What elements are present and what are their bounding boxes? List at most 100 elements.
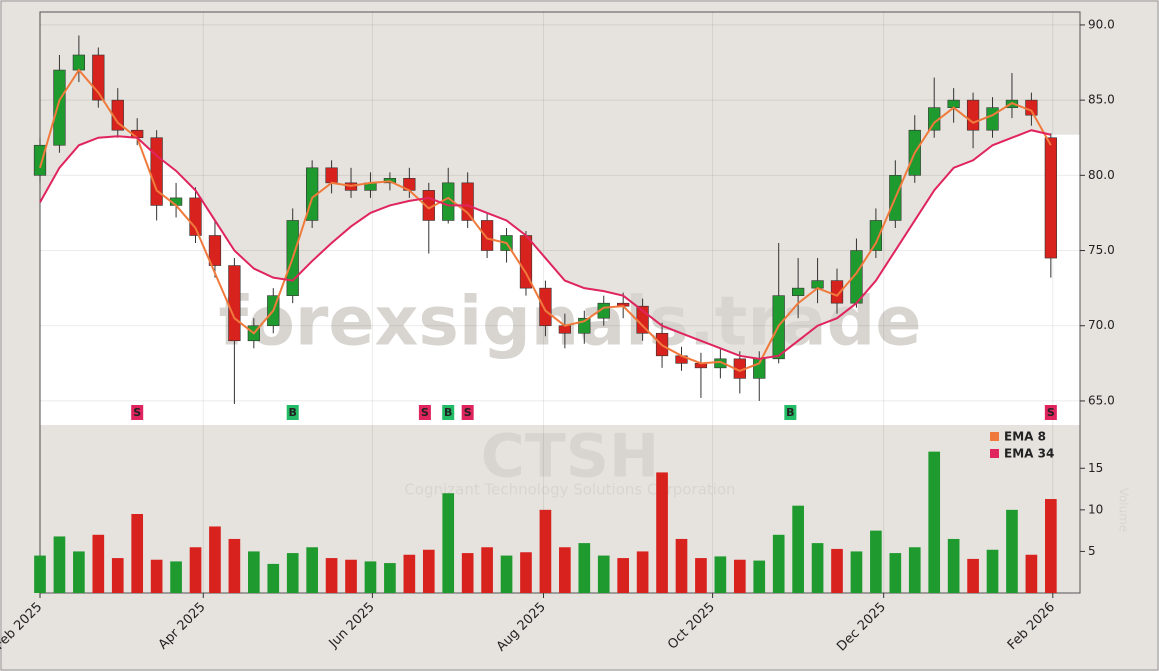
below-ema-area — [40, 130, 1080, 426]
candle-body — [830, 280, 844, 304]
signal-marker — [461, 405, 474, 420]
symbol-watermark: CTSH — [481, 422, 659, 492]
y-tick-label: 65.0 — [1088, 393, 1115, 407]
signal-label: S — [464, 406, 472, 419]
signal-label: S — [133, 406, 141, 419]
volume-bar — [500, 555, 513, 593]
signal-marker — [131, 405, 144, 420]
volume-bar — [772, 534, 785, 593]
candle-body — [208, 235, 222, 266]
volume-bar — [325, 558, 338, 593]
candle-body — [714, 358, 727, 369]
candle-body — [811, 280, 824, 289]
candle-body — [189, 197, 202, 236]
watermark: forexsignals.trade — [219, 283, 922, 362]
volume-bar — [1025, 554, 1038, 593]
volume-bar — [753, 560, 766, 593]
volume-bar — [928, 451, 941, 593]
volume-bar — [364, 561, 377, 593]
legend-label: EMA 8 — [1004, 430, 1046, 444]
volume-bar — [967, 558, 979, 593]
volume-bar — [520, 552, 532, 593]
volume-bar — [947, 538, 960, 593]
volume-bar — [189, 547, 202, 593]
volume-bar — [345, 559, 357, 593]
y-tick-label: 70.0 — [1088, 318, 1115, 332]
signal-marker — [1044, 405, 1057, 420]
volume-bar — [889, 553, 902, 593]
candle-body — [558, 325, 571, 334]
volume-bar — [831, 548, 843, 593]
volume-bar — [34, 555, 46, 593]
volume-bar — [53, 536, 66, 593]
signal-marker — [418, 405, 431, 420]
legend-swatch — [990, 449, 999, 458]
volume-bar — [656, 472, 668, 593]
candle-body — [480, 220, 494, 251]
candle-body — [92, 54, 105, 101]
volume-bar — [306, 547, 318, 593]
volume-bar — [733, 559, 746, 593]
volume-bar — [150, 559, 163, 593]
volume-bar — [267, 563, 280, 593]
candle-body — [869, 220, 883, 251]
volume-bar — [131, 514, 144, 593]
company-watermark: Cognizant Technology Solutions Corporati… — [404, 481, 735, 499]
candle-body — [228, 265, 241, 342]
candle-body — [966, 99, 980, 131]
y-tick-label: 90.0 — [1088, 17, 1115, 31]
candle-body — [150, 137, 163, 206]
candle-body — [72, 54, 86, 71]
volume-bar — [248, 551, 260, 593]
y-tick-label: 80.0 — [1088, 168, 1115, 182]
volume-bar — [714, 556, 727, 593]
candle-body — [1044, 137, 1057, 259]
legend-label: EMA 34 — [1004, 447, 1054, 461]
candle-body — [578, 317, 591, 334]
y-tick-label: 85.0 — [1088, 93, 1115, 107]
candle-body — [33, 144, 47, 176]
volume-bar — [170, 561, 182, 593]
volume-bar — [403, 554, 416, 593]
signal-label: B — [444, 406, 452, 419]
volume-bar — [850, 551, 863, 593]
volume-bar — [1045, 499, 1057, 593]
signal-marker — [442, 405, 455, 420]
candle-body — [325, 167, 338, 184]
volume-bar — [209, 526, 221, 593]
volume-bar — [481, 547, 493, 593]
candle-body — [539, 287, 552, 327]
volume-bar — [559, 547, 571, 593]
ema-line — [39, 68, 1052, 372]
volume-bar — [597, 555, 610, 593]
candle-body — [1025, 99, 1038, 116]
legend-swatch — [990, 432, 999, 441]
candle-body — [791, 287, 805, 296]
signal-label: B — [786, 406, 794, 419]
volume-bar — [461, 553, 474, 593]
signal-label: S — [1047, 406, 1055, 419]
y2-tick-label: 10 — [1088, 502, 1103, 516]
volume-bar — [422, 549, 435, 593]
volume-bar — [92, 534, 105, 593]
volume-bar — [908, 547, 921, 593]
volume-bar — [578, 543, 591, 593]
volume-bar — [617, 558, 630, 593]
signal-marker — [784, 405, 797, 420]
volume-bar — [870, 530, 882, 593]
volume-bar — [1006, 509, 1018, 593]
y2-tick-label: 5 — [1088, 544, 1096, 558]
candle-body — [986, 107, 999, 131]
volume-label: Volume — [1117, 488, 1131, 533]
signal-marker — [286, 405, 299, 420]
volume-bar — [286, 553, 299, 593]
volume-bar — [228, 538, 241, 593]
ema-line — [39, 129, 1052, 360]
volume-bar — [442, 493, 455, 593]
volume-bar — [111, 558, 124, 593]
volume-bar — [811, 543, 824, 593]
volume-bar — [675, 538, 688, 593]
volume-bar — [636, 551, 649, 593]
volume-bar — [792, 505, 804, 593]
